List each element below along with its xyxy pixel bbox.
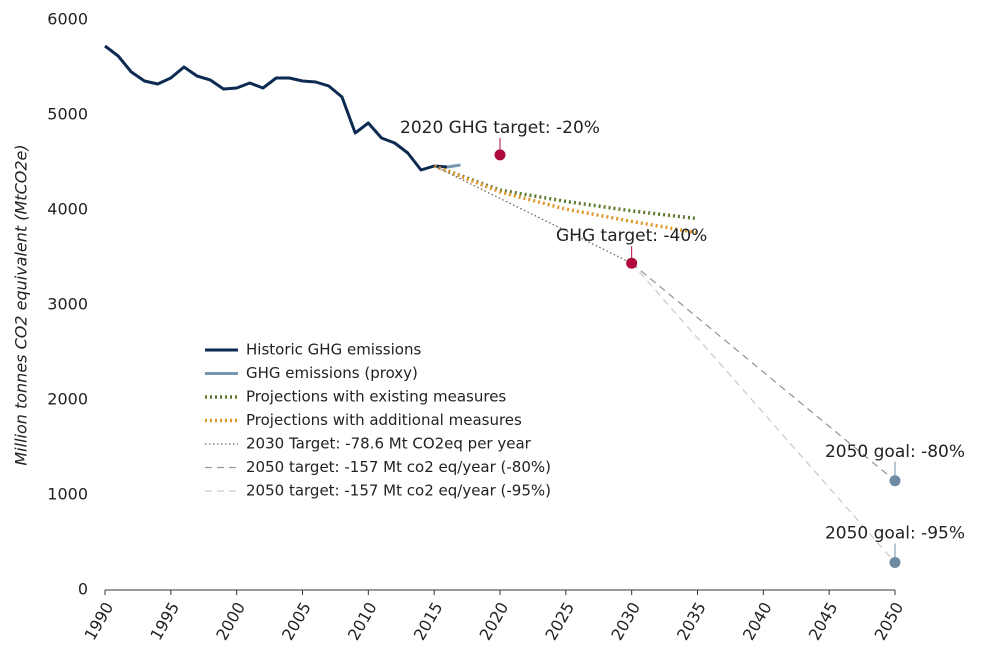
annotation-marker (889, 556, 901, 568)
y-tick-label: 2000 (47, 390, 88, 409)
y-tick-label: 4000 (47, 200, 88, 219)
x-tick-label: 2020 (476, 599, 513, 644)
series-line (104, 44, 448, 172)
annotation-label: 2020 GHG target: -20% (400, 118, 600, 138)
legend-label: Projections with existing measures (246, 388, 506, 406)
x-tick-label: 2015 (410, 599, 447, 644)
y-tick-label: 5000 (47, 105, 88, 124)
annotation-label: GHG target: -40% (556, 226, 707, 246)
legend-label: 2050 target: -157 Mt co2 eq/year (-80%) (246, 458, 551, 476)
x-tick-label: 2045 (805, 599, 842, 644)
legend-label: Historic GHG emissions (246, 341, 421, 359)
annotation-marker (626, 257, 638, 269)
series-line (447, 163, 461, 169)
x-tick-label: 2010 (344, 599, 381, 644)
y-tick-label: 3000 (47, 295, 88, 314)
series-line (433, 165, 632, 264)
x-tick-label: 1990 (81, 599, 118, 644)
annotation-marker (494, 149, 506, 161)
x-tick-label: 2040 (739, 599, 776, 644)
legend-label: 2050 target: -157 Mt co2 eq/year (-95%) (246, 482, 551, 500)
y-tick-label: 1000 (47, 485, 88, 504)
series-line (433, 164, 698, 235)
x-tick-label: 2050 (871, 599, 908, 644)
legend-label: Projections with additional measures (246, 411, 522, 429)
annotation-marker (889, 475, 901, 487)
x-tick-label: 2035 (673, 599, 710, 644)
y-tick-label: 6000 (47, 10, 88, 29)
x-tick-label: 1995 (146, 599, 183, 644)
y-axis-label: Million tonnes CO2 equivalent (MtCO2e) (12, 144, 31, 465)
x-tick-label: 2030 (607, 599, 644, 644)
x-tick-label: 2025 (541, 599, 578, 644)
annotation-label: 2050 goal: -80% (825, 442, 965, 462)
series-line (631, 262, 896, 563)
series-line (631, 262, 896, 482)
x-tick-label: 2005 (278, 599, 315, 644)
legend-label: 2030 Target: -78.6 Mt CO2eq per year (246, 435, 532, 453)
legend-label: GHG emissions (proxy) (246, 364, 418, 382)
y-tick-label: 0 (78, 580, 88, 599)
x-tick-label: 2000 (212, 599, 249, 644)
series-line (433, 164, 698, 221)
annotation-label: 2050 goal: -95% (825, 523, 965, 543)
